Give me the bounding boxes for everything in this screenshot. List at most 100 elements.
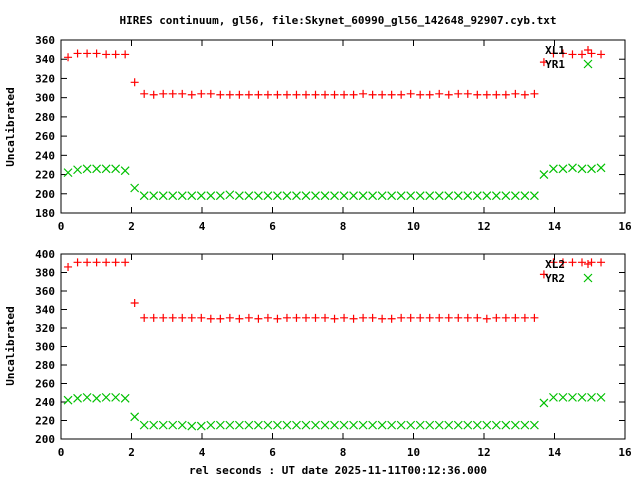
data-point: [454, 89, 463, 98]
data-point: [339, 191, 349, 201]
data-point: [330, 314, 339, 323]
data-point: [92, 164, 102, 174]
data-point: [416, 313, 425, 322]
data-point: [301, 191, 311, 201]
x-tick-label: 8: [340, 220, 347, 233]
data-point: [292, 420, 301, 430]
data-point: [311, 313, 320, 322]
data-point: [491, 191, 501, 201]
data-point: [225, 313, 234, 322]
data-point: [178, 89, 187, 98]
data-point: [539, 270, 548, 279]
x-tick-label: 8: [340, 446, 347, 459]
legend-label-xl2: XL2: [545, 258, 565, 271]
data-point: [111, 164, 121, 174]
data-point: [558, 49, 567, 58]
x-tick-label: 12: [477, 220, 490, 233]
data-point: [539, 58, 548, 67]
y-tick-label: 200: [35, 433, 55, 446]
y-tick-label: 300: [35, 92, 55, 105]
data-point: [529, 191, 539, 201]
data-point: [339, 420, 349, 430]
data-point: [510, 420, 520, 430]
data-point: [568, 392, 577, 402]
data-point: [177, 191, 187, 201]
data-point: [568, 258, 577, 267]
data-point: [358, 420, 368, 430]
data-point: [187, 90, 196, 99]
data-point: [92, 393, 102, 403]
data-point: [139, 420, 149, 430]
data-point: [463, 420, 473, 430]
data-point: [263, 90, 272, 99]
data-point: [416, 90, 425, 99]
data-point: [234, 420, 244, 430]
data-point: [359, 89, 368, 98]
data-point: [282, 313, 291, 322]
data-point: [597, 258, 606, 267]
data-point: [596, 163, 606, 173]
plot-panel-2: 200 220 240 260 280 300 320 340 360 380 400 0 2 4 6 8 10…: [35, 248, 632, 459]
y-tick-label: 200: [35, 188, 55, 201]
data-point: [196, 421, 206, 431]
data-point: [311, 420, 320, 430]
data-point: [472, 420, 482, 430]
data-point: [406, 89, 415, 98]
data-point: [225, 190, 235, 200]
data-point: [330, 420, 339, 430]
data-point: [149, 420, 159, 430]
x-tick-label: 16: [618, 220, 632, 233]
series-yr1: [63, 163, 606, 201]
legend-key-xl1: [584, 46, 592, 54]
data-point: [359, 313, 368, 322]
data-point: [83, 49, 92, 58]
data-point: [140, 89, 149, 98]
data-point: [301, 420, 311, 430]
data-point: [111, 258, 120, 267]
data-point: [168, 313, 177, 322]
data-point: [444, 313, 453, 322]
y-tick-label: 240: [35, 149, 55, 162]
data-point: [444, 420, 454, 430]
y-tick-label: 340: [35, 304, 55, 317]
y-tick-label: 320: [35, 322, 55, 335]
x-tick-label: 4: [199, 220, 206, 233]
y-tick-label: 360: [35, 285, 55, 298]
series-xl1: [64, 49, 606, 99]
data-point: [387, 90, 396, 99]
x-tick-label: 12: [477, 446, 490, 459]
data-point: [473, 313, 482, 322]
data-point: [216, 314, 225, 323]
data-point: [101, 164, 111, 174]
data-point: [244, 191, 254, 201]
data-point: [159, 313, 168, 322]
data-point: [73, 49, 82, 58]
y-tick-label: 220: [35, 415, 55, 428]
y-tick-label: 220: [35, 169, 55, 182]
data-point: [501, 191, 511, 201]
data-point: [463, 89, 472, 98]
data-point: [377, 191, 387, 201]
data-point: [463, 313, 472, 322]
data-point: [102, 258, 111, 267]
data-point: [415, 420, 425, 430]
data-point: [263, 191, 273, 201]
data-point: [406, 313, 415, 322]
data-point: [454, 313, 463, 322]
data-point: [425, 313, 434, 322]
data-point: [149, 90, 158, 99]
data-point: [73, 258, 82, 267]
data-point: [349, 90, 358, 99]
data-point: [111, 392, 121, 402]
data-point: [101, 392, 111, 402]
legend-label-yr2: YR2: [545, 272, 565, 285]
y-tick-label: 260: [35, 378, 55, 391]
data-point: [130, 183, 140, 193]
x-tick-label: 2: [128, 220, 135, 233]
data-point: [206, 420, 216, 430]
data-point: [472, 191, 482, 201]
data-point: [196, 191, 206, 201]
data-point: [577, 392, 587, 402]
data-point: [378, 314, 387, 323]
